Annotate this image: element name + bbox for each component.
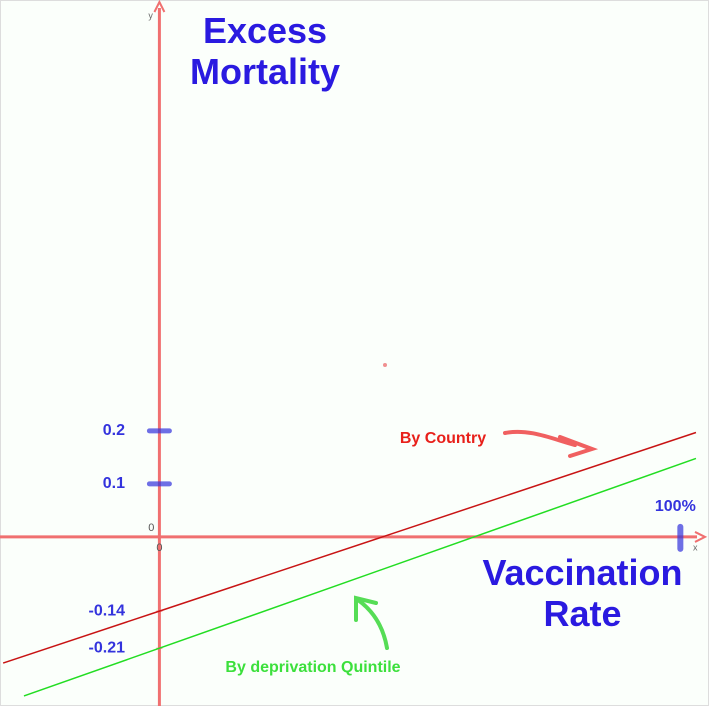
y-axis-name: y bbox=[148, 10, 153, 20]
y-axis-label: Excess Mortality bbox=[189, 10, 340, 93]
series-line bbox=[23, 457, 697, 697]
arrow bbox=[503, 429, 599, 458]
stray-dot bbox=[383, 363, 387, 367]
x-tick-label: 100% bbox=[655, 498, 696, 515]
y-tick-label: 0.1 bbox=[103, 475, 125, 492]
x-axis-arrow bbox=[694, 531, 708, 543]
series-line bbox=[2, 431, 697, 664]
y-tick-label: -0.14 bbox=[89, 602, 126, 619]
y-tick-label: 0 bbox=[148, 522, 154, 534]
y-tick-label: 0.2 bbox=[103, 422, 125, 439]
y-tick-label: -0.21 bbox=[89, 639, 126, 656]
x-axis-label: Vaccination Rate bbox=[482, 552, 683, 635]
series-annotation: By deprivation Quintile bbox=[225, 659, 400, 676]
x-axis-name: x bbox=[693, 542, 698, 552]
y-axis-arrow bbox=[153, 0, 166, 13]
series-annotation: By Country bbox=[400, 430, 486, 447]
x-tick-label: 0 bbox=[156, 542, 162, 554]
arrow bbox=[354, 595, 389, 650]
